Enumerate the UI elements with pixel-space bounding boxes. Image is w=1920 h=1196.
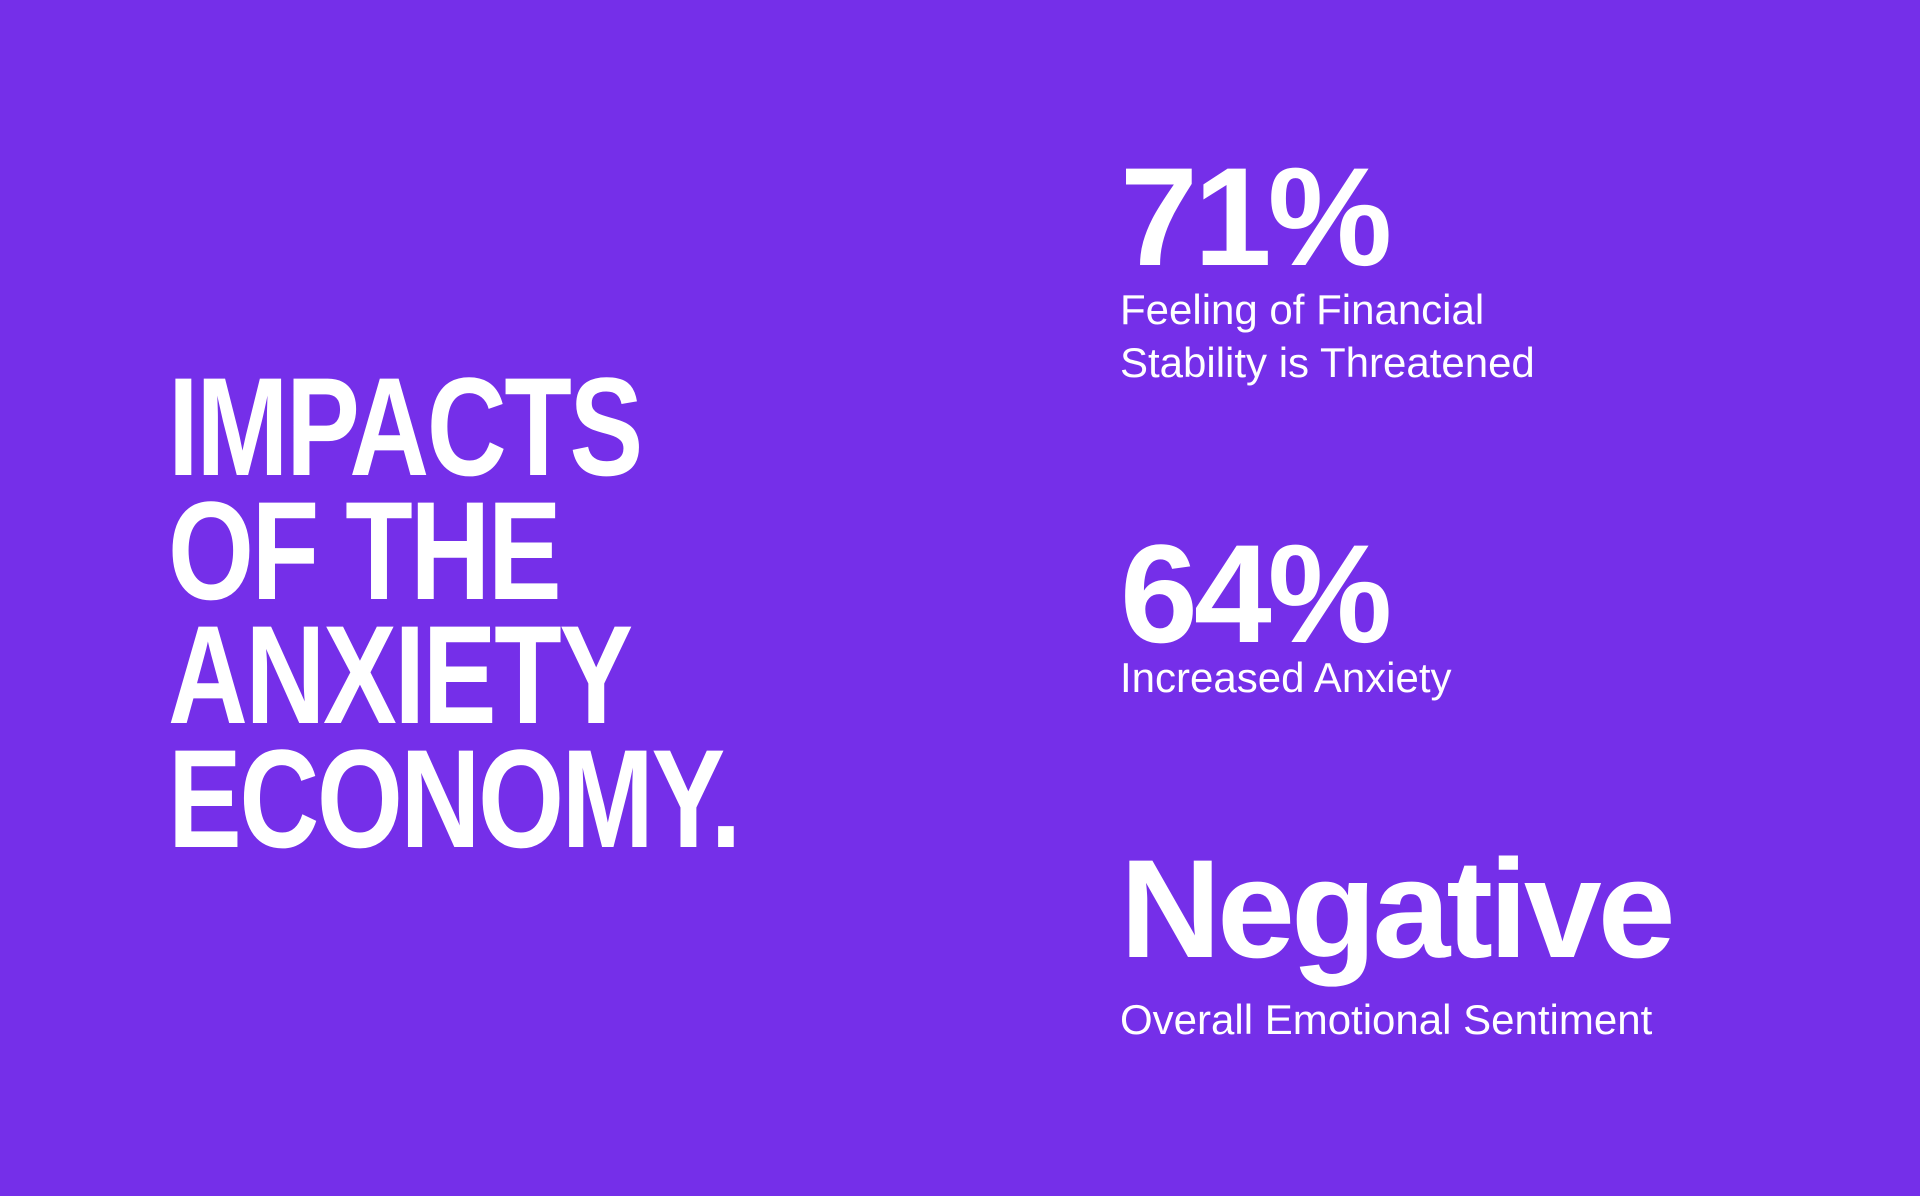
headline-line: IMPACTS [168, 348, 643, 505]
stat-label: Feeling of Financial Stability is Threat… [1120, 283, 1535, 389]
stat-label-line: Feeling of Financial [1120, 286, 1485, 333]
stat-label-line: Increased Anxiety [1120, 654, 1452, 701]
stat-value: 64% [1120, 515, 1392, 672]
stat-label-line: Stability is Threatened [1120, 339, 1535, 386]
headline-line: ECONOMY. [168, 720, 741, 877]
stat-value: 71% [1120, 138, 1392, 295]
stat-value: Negative [1120, 830, 1676, 987]
headline: IMPACTS OF THE ANXIETY ECONOMY. [168, 348, 741, 877]
stat-label-line: Overall Emotional Sentiment [1120, 996, 1653, 1043]
headline-line: ANXIETY [168, 596, 633, 753]
stat-label: Increased Anxiety [1120, 651, 1452, 704]
headline-line: OF THE [168, 472, 562, 629]
stat-label: Overall Emotional Sentiment [1120, 993, 1652, 1046]
